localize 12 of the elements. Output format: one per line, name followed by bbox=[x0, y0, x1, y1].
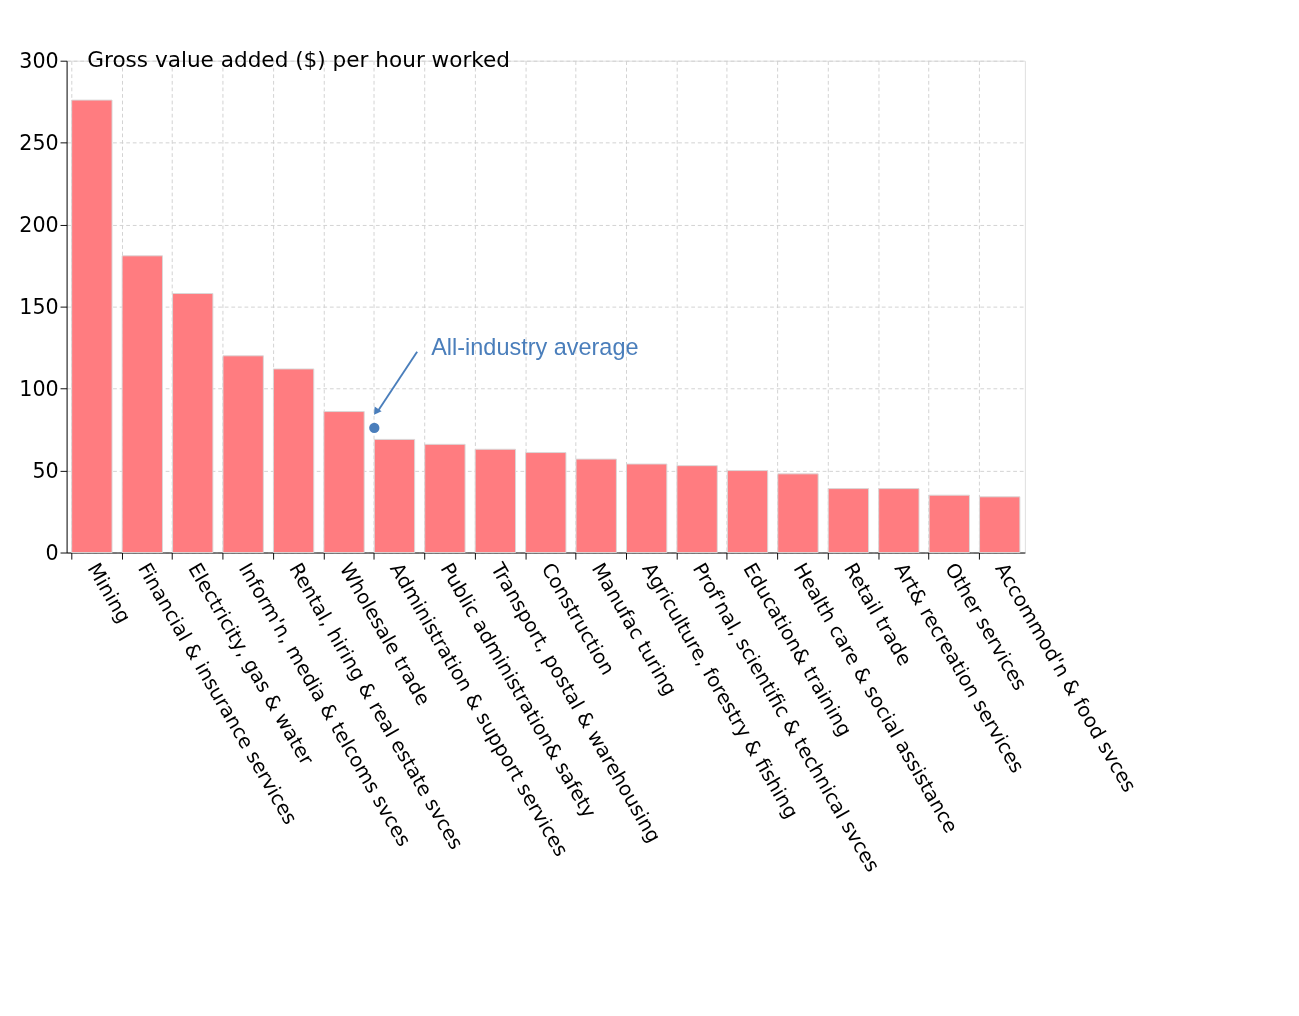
bar bbox=[878, 488, 920, 554]
y-tick-label: 300 bbox=[19, 48, 59, 73]
bar bbox=[928, 494, 970, 554]
y-tick-label: 100 bbox=[19, 376, 59, 401]
y-tick-label: 50 bbox=[32, 458, 59, 483]
chart-title: Gross value added ($) per hour worked bbox=[87, 47, 511, 73]
annotation: All-industry average bbox=[431, 333, 639, 360]
y-tick-label: 0 bbox=[45, 540, 59, 565]
bar bbox=[827, 488, 870, 554]
y-tick-label: 250 bbox=[19, 130, 59, 155]
y-tick-label: 200 bbox=[19, 212, 59, 237]
y-tick-label: 150 bbox=[19, 294, 59, 319]
